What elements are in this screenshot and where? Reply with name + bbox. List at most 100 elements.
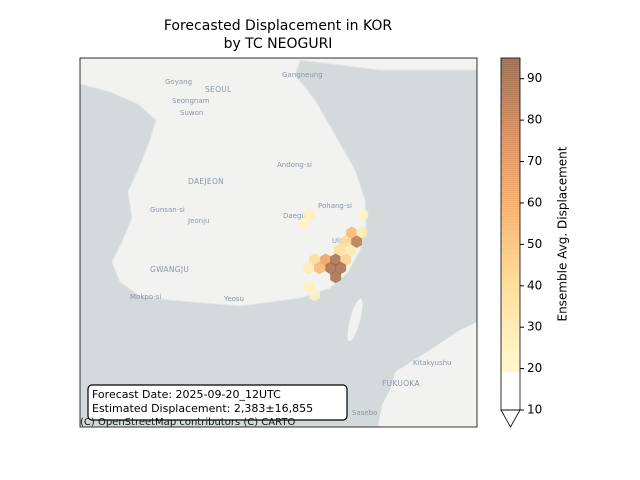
colorbar-cell bbox=[501, 102, 520, 105]
colorbar-cell bbox=[501, 156, 520, 159]
colorbar-cell bbox=[501, 380, 520, 383]
attribution: (C) OpenStreetMap contributors (C) CARTO bbox=[80, 417, 295, 428]
colorbar-cell bbox=[501, 224, 520, 227]
colorbar-cell bbox=[501, 132, 520, 135]
colorbar-cell bbox=[501, 100, 520, 103]
colorbar-cell bbox=[501, 328, 520, 331]
colorbar-cell bbox=[501, 260, 520, 263]
colorbar-cell bbox=[501, 170, 520, 173]
colorbar-cell bbox=[501, 302, 520, 305]
land bbox=[347, 298, 363, 342]
colorbar-cell bbox=[501, 78, 520, 81]
colorbar-cell bbox=[501, 128, 520, 131]
colorbar-cell bbox=[501, 318, 520, 321]
colorbar-cell bbox=[501, 70, 520, 73]
colorbar-cell bbox=[501, 86, 520, 89]
colorbar-cell bbox=[501, 352, 520, 355]
hex-cell bbox=[335, 261, 347, 275]
colorbar-cell bbox=[501, 92, 520, 95]
colorbar-cell bbox=[501, 336, 520, 339]
colorbar-cell bbox=[501, 350, 520, 353]
hex-cell bbox=[309, 288, 320, 302]
colorbar-cell bbox=[501, 192, 520, 195]
hex-cell bbox=[314, 261, 325, 275]
colorbar-cell bbox=[501, 298, 520, 301]
colorbar-cell bbox=[501, 116, 520, 119]
colorbar-cell bbox=[501, 208, 520, 211]
hexbin-layer bbox=[298, 208, 369, 302]
colorbar-cell bbox=[501, 196, 520, 199]
colorbar-tick-label: 70 bbox=[527, 154, 542, 168]
colorbar-cell bbox=[501, 226, 520, 229]
colorbar-cell bbox=[501, 316, 520, 319]
colorbar-cell bbox=[501, 84, 520, 87]
colorbar-cell bbox=[501, 274, 520, 277]
colorbar-cell bbox=[501, 276, 520, 279]
hex-cell bbox=[309, 253, 320, 267]
colorbar-cell bbox=[501, 190, 520, 193]
colorbar-cell bbox=[501, 236, 520, 239]
colorbar-cell bbox=[501, 342, 520, 345]
colorbar-cell bbox=[501, 110, 520, 113]
colorbar-cell bbox=[501, 272, 520, 275]
colorbar-cell bbox=[501, 140, 520, 143]
colorbar-cell bbox=[501, 130, 520, 133]
colorbar-cell bbox=[501, 136, 520, 139]
colorbar-cell bbox=[501, 322, 520, 325]
colorbar-cell bbox=[501, 112, 520, 115]
colorbar-cell bbox=[501, 198, 520, 201]
colorbar-cell bbox=[501, 104, 520, 107]
colorbar-cell bbox=[501, 174, 520, 177]
colorbar-cell bbox=[501, 108, 520, 111]
colorbar-cell bbox=[501, 162, 520, 165]
colorbar-cell bbox=[501, 370, 520, 373]
colorbar-cell bbox=[501, 144, 520, 147]
colorbar-cell bbox=[501, 66, 520, 69]
colorbar-cell bbox=[501, 346, 520, 349]
hex-cell bbox=[357, 208, 369, 221]
hex-cell bbox=[330, 253, 342, 267]
colorbar-cell bbox=[501, 292, 520, 295]
hex-cell bbox=[340, 235, 351, 248]
city-label: Gunsan-si bbox=[150, 206, 185, 214]
colorbar-cell bbox=[501, 308, 520, 311]
colorbar-cell bbox=[501, 270, 520, 273]
colorbar-cell bbox=[501, 218, 520, 221]
colorbar-cell bbox=[501, 204, 520, 207]
colorbar-cell bbox=[501, 394, 520, 397]
colorbar-cell bbox=[501, 382, 520, 385]
colorbar-cell bbox=[501, 398, 520, 401]
colorbar-cell bbox=[501, 142, 520, 145]
colorbar-cell bbox=[501, 168, 520, 171]
colorbar-tick-label: 60 bbox=[527, 195, 542, 209]
colorbar-cell bbox=[501, 372, 520, 375]
colorbar-cell bbox=[501, 222, 520, 225]
city-label: SEOUL bbox=[205, 85, 232, 94]
colorbar-cell bbox=[501, 220, 520, 223]
colorbar-cell bbox=[501, 164, 520, 167]
colorbar-cell bbox=[501, 324, 520, 327]
hex-cell bbox=[304, 280, 315, 294]
colorbar-cell bbox=[501, 180, 520, 183]
colorbar-cell bbox=[501, 340, 520, 343]
colorbar-cell bbox=[501, 296, 520, 299]
colorbar-tick-label: 90 bbox=[527, 71, 542, 85]
colorbar-cell bbox=[501, 334, 520, 337]
colorbar-cell bbox=[501, 360, 520, 363]
city-label: Seongnam bbox=[172, 97, 210, 105]
colorbar-cell bbox=[501, 238, 520, 241]
colorbar-cell bbox=[501, 114, 520, 117]
colorbar-cell bbox=[501, 76, 520, 79]
colorbar-cell bbox=[501, 234, 520, 237]
hex-cell bbox=[330, 270, 342, 284]
colorbar-cell bbox=[501, 216, 520, 219]
colorbar-cell bbox=[501, 354, 520, 357]
colorbar-cell bbox=[501, 376, 520, 379]
colorbar-cell bbox=[501, 392, 520, 395]
colorbar-cell bbox=[501, 388, 520, 391]
colorbar-cell bbox=[501, 362, 520, 365]
colorbar-cell bbox=[501, 400, 520, 403]
colorbar-cell bbox=[501, 158, 520, 161]
colorbar-cell bbox=[501, 154, 520, 157]
colorbar-cell bbox=[501, 278, 520, 281]
